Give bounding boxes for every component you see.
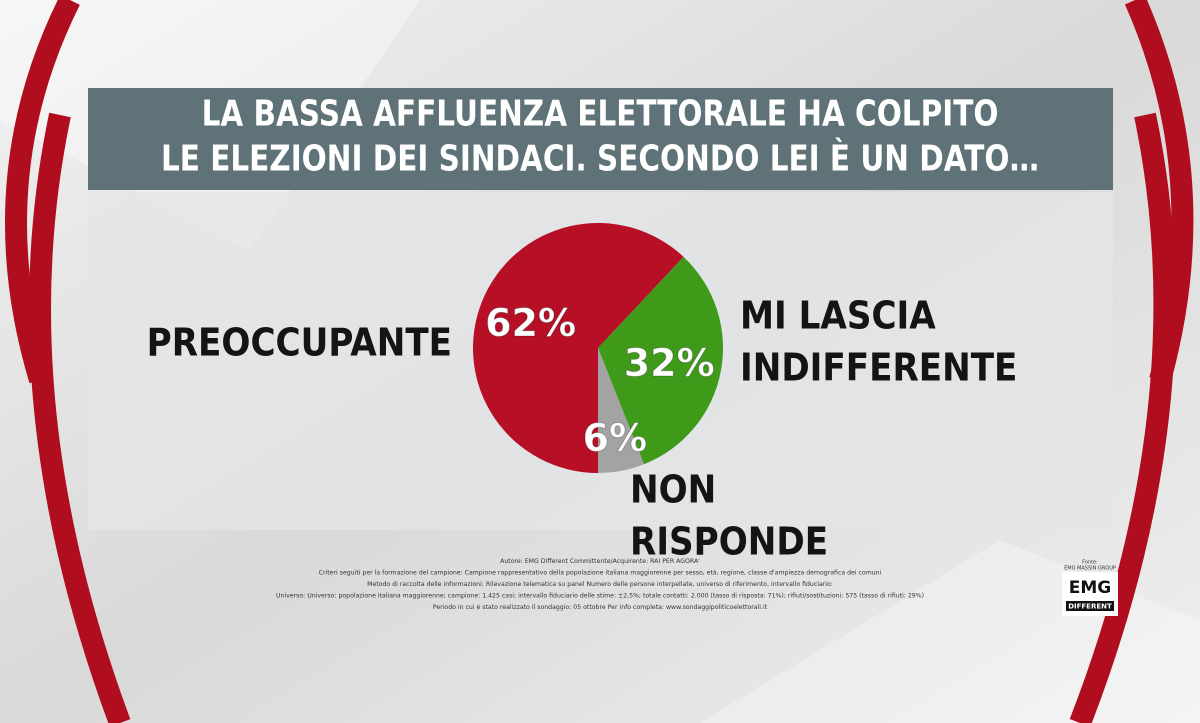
decor-arc bbox=[5, 0, 80, 384]
footnote: Metodo di raccolta delle informazioni: R… bbox=[367, 581, 833, 588]
logo-source: Fonte: bbox=[1082, 560, 1098, 566]
logo-name: EMG bbox=[1069, 578, 1111, 598]
logo-group: EMG MASSIN GROUP bbox=[1064, 566, 1116, 572]
chart-title: LE ELEZIONI DEI SINDACI. SECONDO LEI È U… bbox=[161, 135, 1039, 179]
decor-arc bbox=[1069, 112, 1176, 723]
category-label-group: PREOCCUPANTE bbox=[147, 320, 452, 365]
decor-arc bbox=[29, 112, 131, 723]
category-label-line: INDIFFERENTE bbox=[740, 345, 1017, 390]
logo-tag-box bbox=[1066, 601, 1114, 611]
pie-slice bbox=[598, 256, 723, 465]
category-label-group: NON RISPONDE bbox=[630, 467, 828, 564]
value-label: 6% bbox=[583, 416, 648, 460]
category-label-line: MI LASCIA bbox=[740, 293, 936, 338]
value-label: 32% bbox=[624, 341, 715, 385]
footnote: Criteri seguiti per la formazione del ca… bbox=[319, 569, 882, 577]
category-label-line: NON bbox=[630, 467, 716, 512]
category-label-line: PREOCCUPANTE bbox=[147, 320, 452, 365]
category-label-line: RISPONDE bbox=[630, 519, 828, 564]
pie-slice bbox=[473, 223, 684, 473]
title-band bbox=[88, 88, 1113, 190]
pie-slice bbox=[598, 348, 645, 473]
category-label-group: MI LASCIA INDIFFERENTE bbox=[740, 293, 1017, 390]
footnote: Periodo in cui è stato realizzato il son… bbox=[433, 603, 768, 611]
footnote: Universo: Universo: popolazione italiana… bbox=[276, 593, 924, 600]
logo-tag: DIFFERENT bbox=[1068, 603, 1112, 611]
value-label: 62% bbox=[485, 301, 576, 345]
chart-title: LA BASSA AFFLUENZA ELETTORALE HA COLPITO bbox=[202, 91, 999, 134]
footnote: Autore: EMG Different Committente/Acquir… bbox=[500, 558, 700, 565]
